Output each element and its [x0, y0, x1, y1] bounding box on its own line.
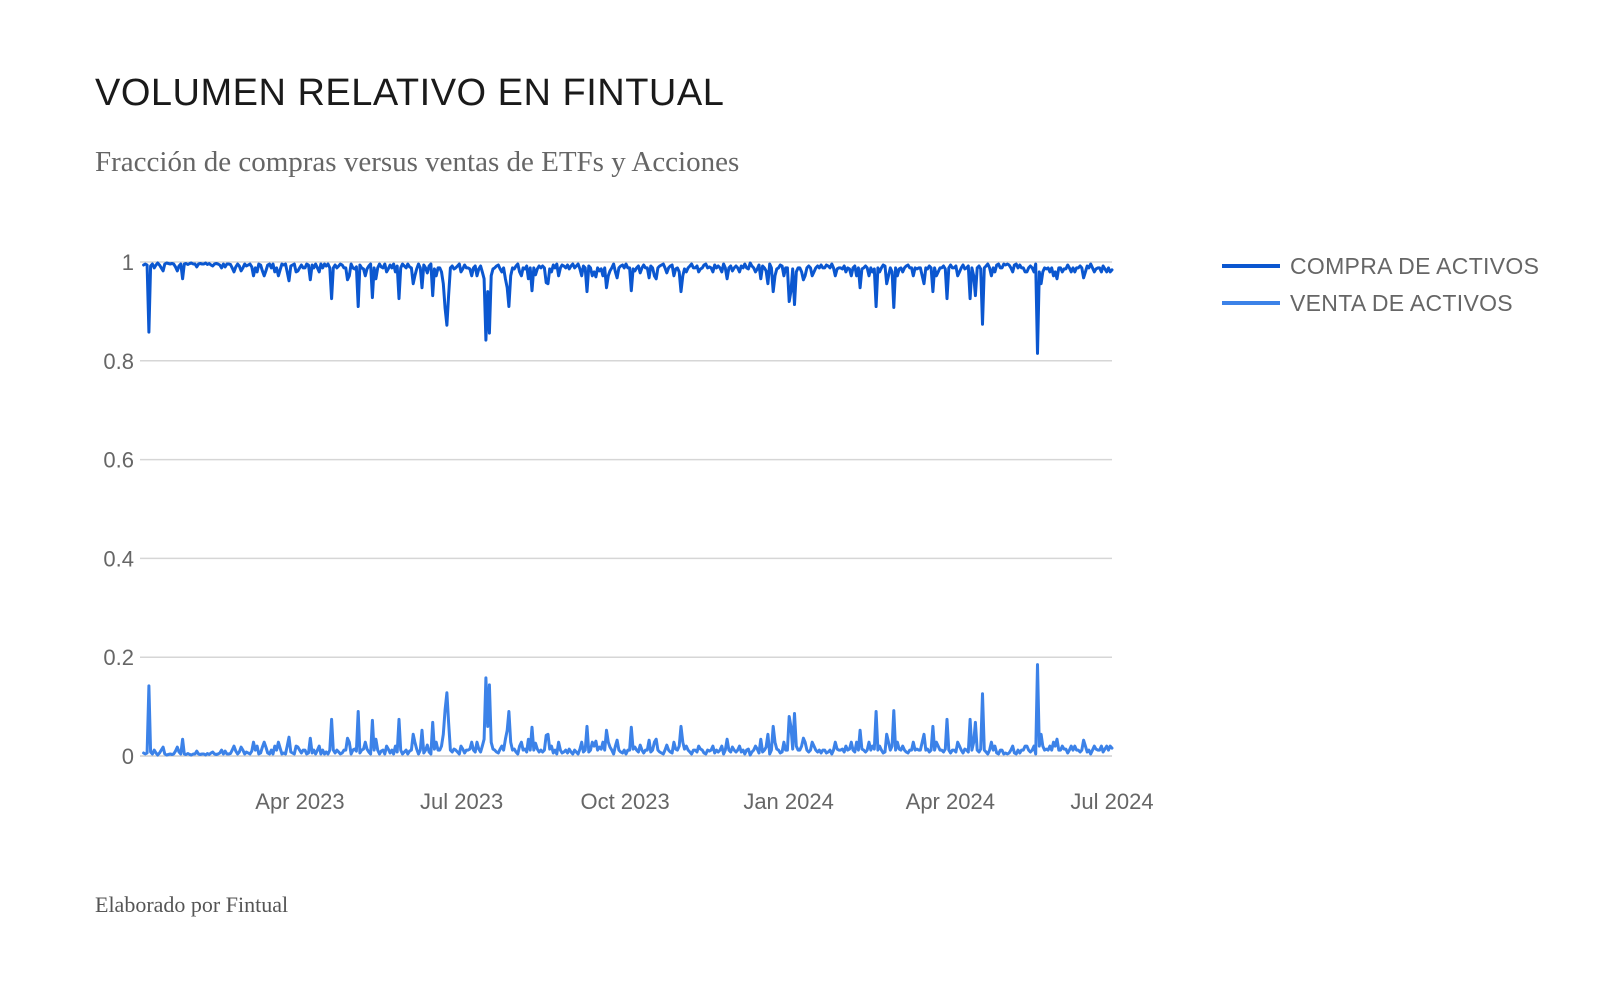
x-tick-label: Jul 2024	[1070, 789, 1153, 814]
series-line-venta	[142, 663, 1114, 757]
y-tick-label: 0.4	[103, 546, 134, 571]
x-axis-ticks: Apr 2023 Jul 2023 Oct 2023 Jan 2024 Apr 2024…	[255, 789, 1153, 814]
legend-label: VENTA DE ACTIVOS	[1290, 290, 1513, 316]
legend-label: COMPRA DE ACTIVOS	[1290, 253, 1539, 279]
gridlines	[140, 261, 1112, 757]
x-tick-label: Apr 2023	[255, 789, 344, 814]
footer-credit: Elaborado por Fintual	[95, 892, 289, 917]
x-tick-label: Jan 2024	[743, 789, 834, 814]
y-tick-label: 0.6	[103, 448, 134, 473]
series-lines	[142, 261, 1114, 757]
x-tick-label: Jul 2023	[420, 789, 503, 814]
chart-subtitle: Fracción de compras versus ventas de ETF…	[95, 146, 740, 178]
legend: COMPRA DE ACTIVOS VENTA DE ACTIVOS	[1222, 253, 1539, 316]
y-tick-label: 0	[122, 744, 134, 769]
chart-title: VOLUMEN RELATIVO EN FINTUAL	[95, 72, 725, 114]
x-tick-label: Oct 2023	[580, 789, 669, 814]
y-tick-label: 1	[122, 250, 134, 275]
y-axis-ticks: 0 0.2 0.4 0.6 0.8 1	[103, 250, 134, 769]
y-tick-label: 0.2	[103, 645, 134, 670]
y-tick-label: 0.8	[103, 349, 134, 374]
x-tick-label: Apr 2024	[906, 789, 995, 814]
series-line-compra	[142, 261, 1114, 355]
